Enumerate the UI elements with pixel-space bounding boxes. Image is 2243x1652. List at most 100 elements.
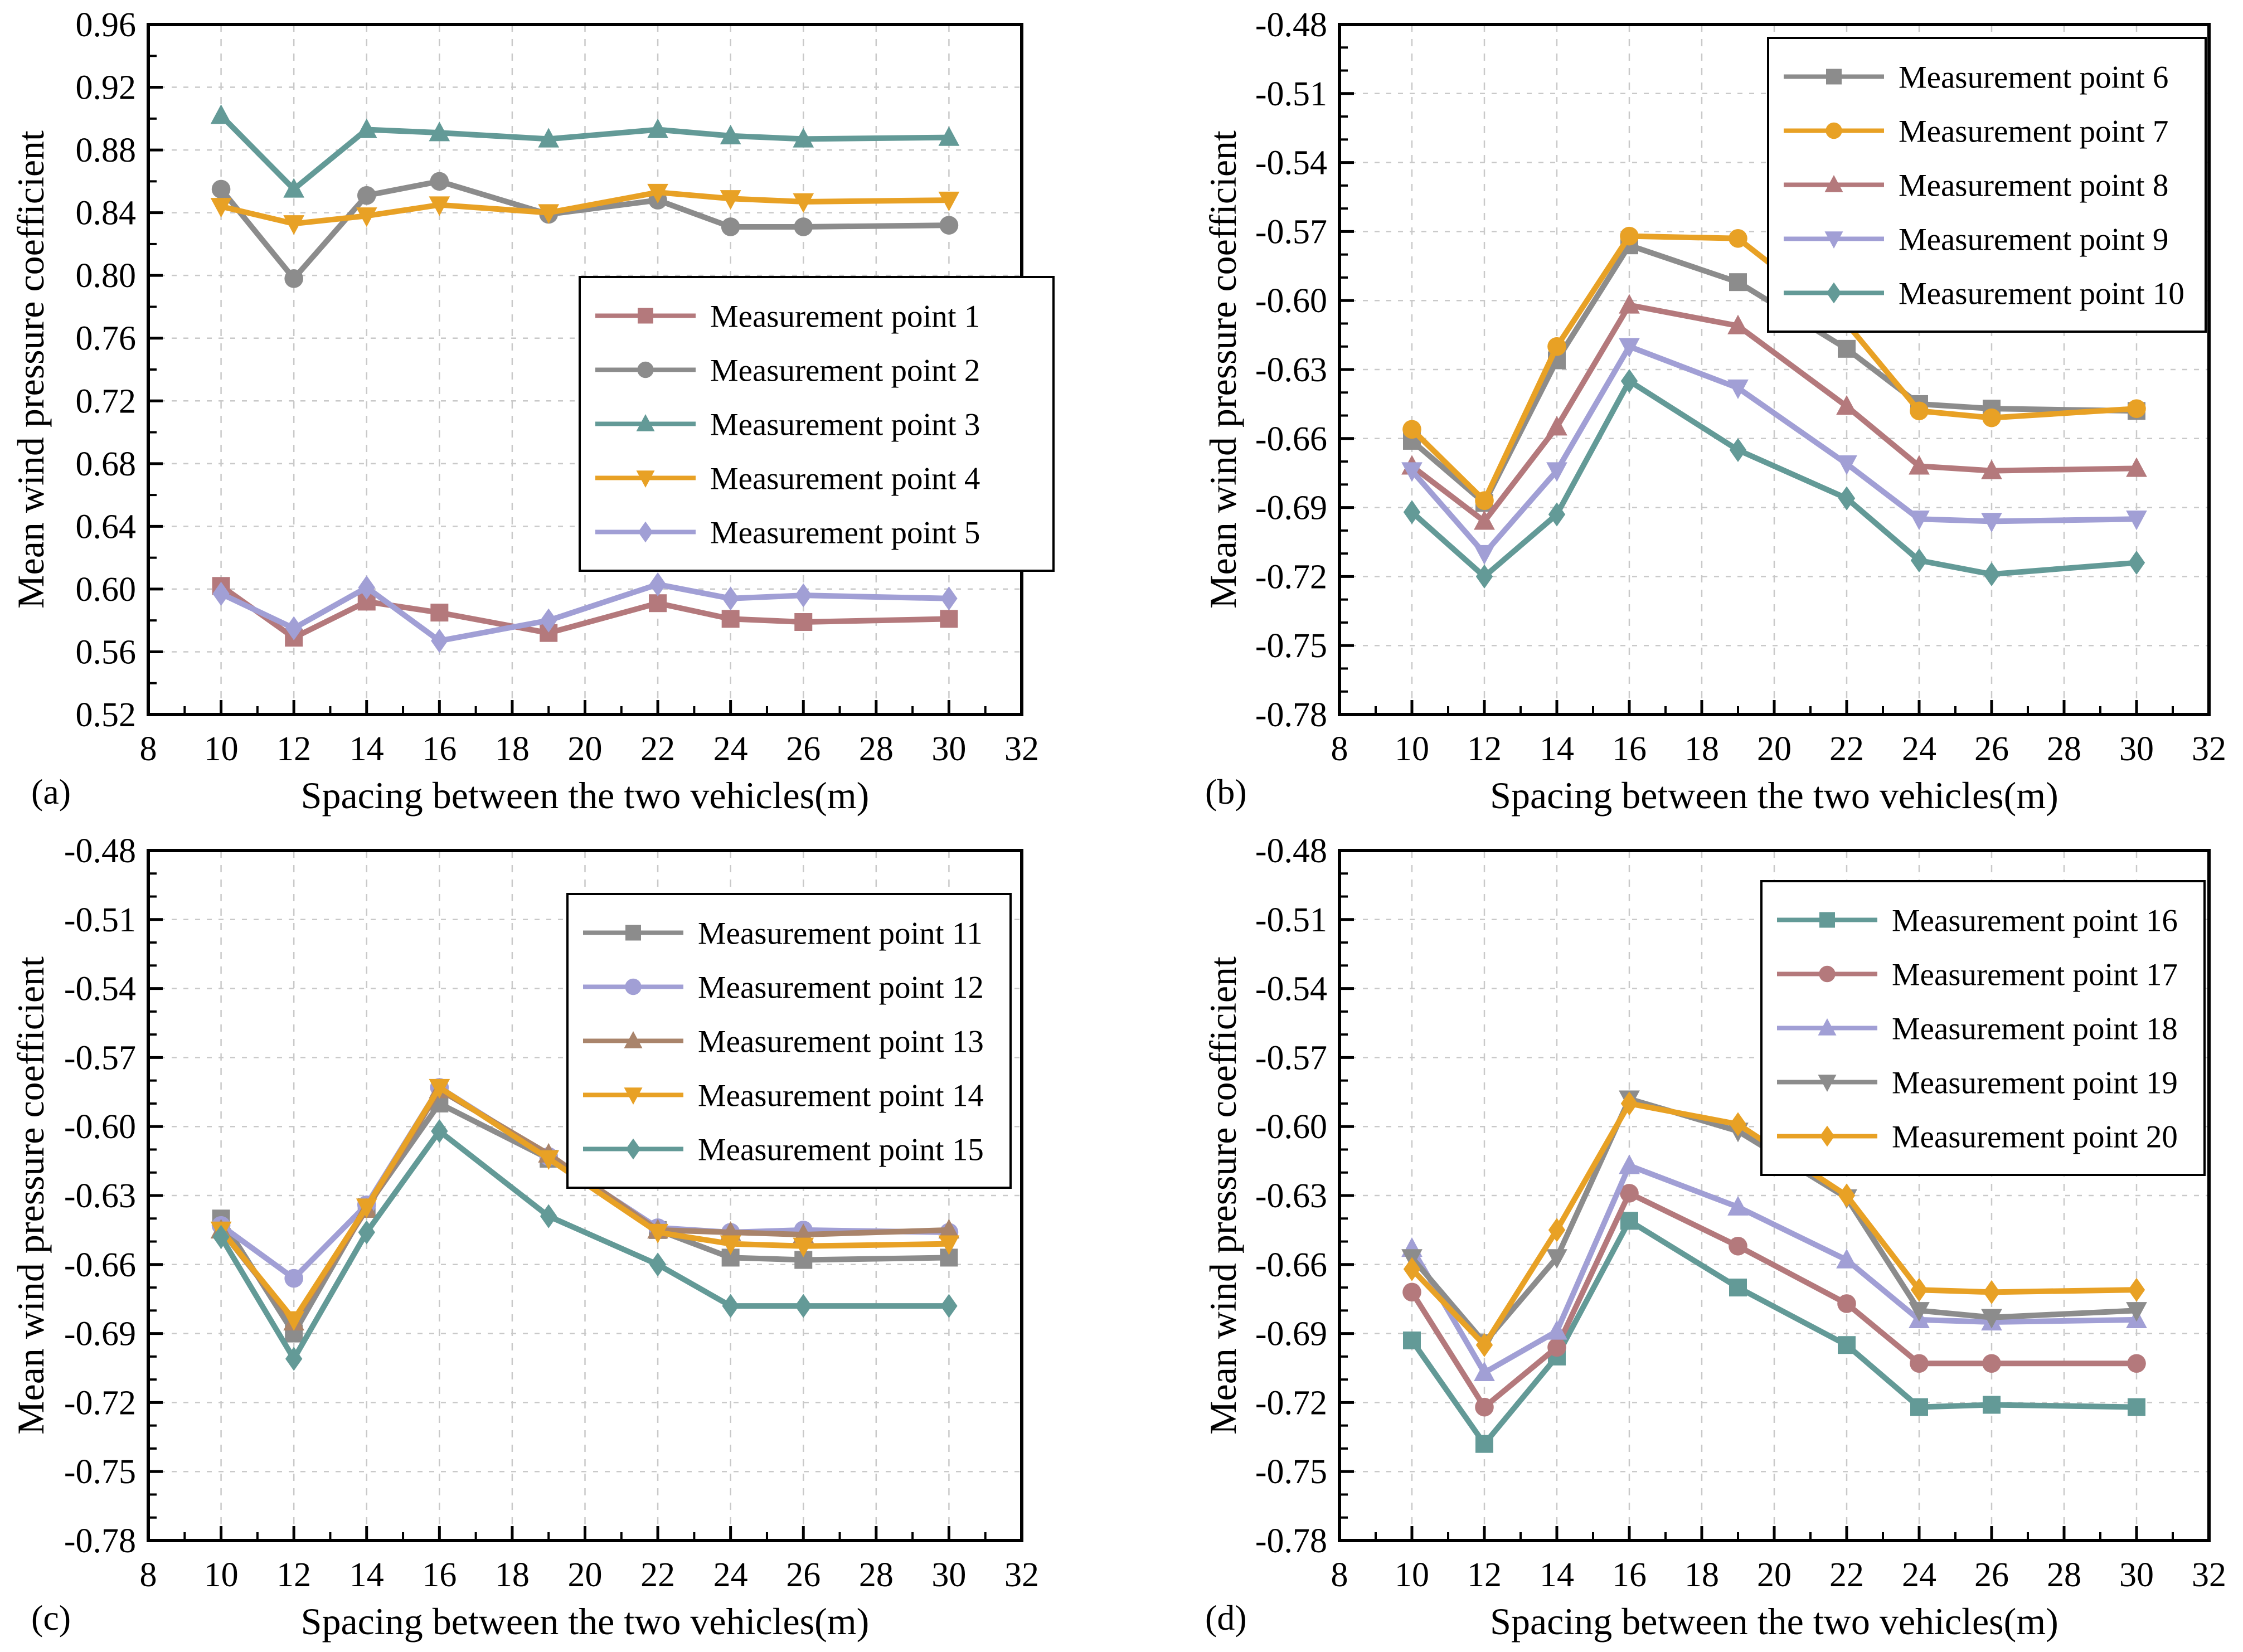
data-point-marker: [1403, 1331, 1421, 1349]
x-tick-label: 24: [713, 1556, 748, 1594]
x-tick-label: 12: [1467, 730, 1502, 768]
data-point-marker: [285, 1347, 303, 1371]
data-point-marker: [283, 215, 305, 235]
legend-entry: Measurement point 15: [583, 1133, 984, 1168]
y-tick-label: -0.78: [1255, 1522, 1327, 1560]
data-point-marker: [285, 616, 303, 640]
x-tick-label: 22: [1829, 730, 1864, 768]
y-tick-label: -0.57: [64, 1039, 136, 1077]
series-measurement-point-14: [210, 1078, 960, 1331]
chart-root: 8 10 12 14 16 18 20 22 24 26 28 30 32 -0.78 -0.75 -0.72…: [9, 832, 1039, 1643]
series-line: [1409, 1163, 2139, 1376]
legend-entry: Measurement point 19: [1777, 1066, 2178, 1101]
series-measurement-point-9: [1401, 338, 2147, 565]
legend-entry: Measurement point 2: [595, 353, 980, 388]
data-point-marker: [793, 128, 814, 148]
y-tick-label: -0.54: [64, 970, 136, 1008]
y-tick-label: -0.69: [1255, 489, 1327, 527]
data-point-marker: [1836, 395, 1857, 415]
data-point-marker: [1402, 1282, 1421, 1302]
data-point-marker: [1982, 408, 2001, 427]
data-point-marker: [793, 193, 814, 213]
x-tick-label: 16: [422, 1556, 457, 1594]
legend: Measurement point 16 Measurement point 17…: [1760, 880, 2206, 1176]
legend-sample-marker: [625, 925, 641, 941]
data-point-marker: [649, 572, 667, 597]
data-point-marker: [1729, 229, 1747, 248]
y-tick-label: -0.51: [1255, 75, 1327, 113]
x-tick-label: 22: [1829, 1556, 1864, 1594]
y-tick-label: -0.51: [1255, 901, 1327, 939]
legend-sample-marker: [638, 308, 653, 324]
legend-entry: Measurement point 4: [595, 461, 980, 497]
legend-entry: Measurement point 18: [1777, 1012, 2178, 1047]
legend-label: Measurement point 12: [698, 970, 984, 1005]
x-tick-label: 32: [1004, 1556, 1039, 1594]
data-point-marker: [793, 1237, 814, 1257]
data-point-marker: [794, 217, 813, 236]
panel-d: 8 10 12 14 16 18 20 22 24 26 28 30 32 -0.78 -0.75 -0.72…: [1122, 826, 2243, 1652]
x-tick-label: 20: [568, 1556, 603, 1594]
series-measurement-point-8: [1401, 294, 2147, 530]
x-axis-title: Spacing between the two vehicles(m): [301, 774, 870, 817]
legend-label: Measurement point 5: [710, 516, 980, 551]
y-tick-label: -0.75: [1255, 1453, 1327, 1491]
y-tick-label: -0.57: [1255, 213, 1327, 251]
data-point-marker: [1729, 273, 1747, 291]
y-axis-title: Mean wind pressure coefficient: [1202, 956, 1244, 1435]
data-point-marker: [1475, 1397, 1494, 1417]
x-axis-title: Spacing between the two vehicles(m): [301, 1600, 870, 1643]
legend-entry: Measurement point 17: [1777, 958, 2178, 993]
data-point-marker: [722, 1294, 739, 1318]
data-point-marker: [1475, 491, 1494, 511]
data-point-marker: [1547, 337, 1566, 356]
data-point-marker: [1619, 338, 1640, 358]
data-point-marker: [358, 575, 375, 600]
data-point-marker: [1836, 1248, 1857, 1269]
data-point-marker: [357, 186, 376, 205]
data-point-marker: [647, 183, 668, 204]
axis-ticks: [1338, 849, 2211, 1542]
x-tick-label: 32: [2192, 1556, 2226, 1594]
y-tick-label: -0.72: [1255, 1384, 1327, 1422]
y-tick-label: -0.72: [64, 1384, 136, 1422]
data-point-marker: [1910, 1354, 1929, 1373]
y-axis-title: Mean wind pressure coefficient: [1202, 130, 1244, 609]
x-tick-label: 8: [140, 730, 157, 768]
y-tick-label: -0.48: [64, 832, 136, 870]
data-point-marker: [212, 1225, 230, 1249]
legend-label: Measurement point 15: [698, 1133, 984, 1168]
data-point-marker: [2128, 551, 2145, 575]
panel-letter: (d): [1205, 1598, 1247, 1638]
y-tick-label: 0.92: [76, 69, 137, 107]
panel-letter: (a): [31, 772, 71, 812]
legend-sample-marker: [625, 1138, 641, 1160]
data-point-marker: [429, 122, 450, 142]
legend-entry: Measurement point 12: [583, 970, 984, 1005]
y-axis-title: Mean wind pressure coefficient: [9, 130, 52, 609]
x-tick-label: 18: [1684, 730, 1719, 768]
plot-border: [1338, 23, 2211, 716]
data-point-marker: [795, 583, 812, 608]
x-tick-label: 26: [1974, 730, 2009, 768]
x-tick-label: 14: [349, 1556, 384, 1594]
y-tick-label: -0.69: [1255, 1315, 1327, 1353]
tick-labels: 8 10 12 14 16 18 20 22 24 26 28 30 32 -0.78 -0.75 -0.72…: [1255, 6, 2226, 768]
legend-sample-marker: [1818, 1018, 1837, 1036]
data-point-marker: [1546, 416, 1567, 436]
y-tick-label: -0.63: [64, 1177, 136, 1215]
y-tick-label: -0.63: [1255, 1177, 1327, 1215]
data-point-marker: [356, 118, 377, 138]
series-measurement-point-16: [1403, 1212, 2145, 1453]
legend-label: Measurement point 18: [1892, 1012, 2178, 1047]
x-tick-label: 32: [2192, 730, 2226, 768]
data-point-marker: [1620, 1212, 1638, 1230]
y-tick-label: -0.51: [64, 901, 136, 939]
x-tick-label: 28: [2047, 730, 2081, 768]
series-measurement-point-5: [212, 572, 958, 653]
data-point-marker: [939, 216, 959, 235]
data-point-marker: [649, 594, 667, 613]
data-point-marker: [1981, 1309, 2002, 1329]
legend-label: Measurement point 11: [698, 916, 983, 951]
legend-label: Measurement point 19: [1892, 1066, 2178, 1101]
